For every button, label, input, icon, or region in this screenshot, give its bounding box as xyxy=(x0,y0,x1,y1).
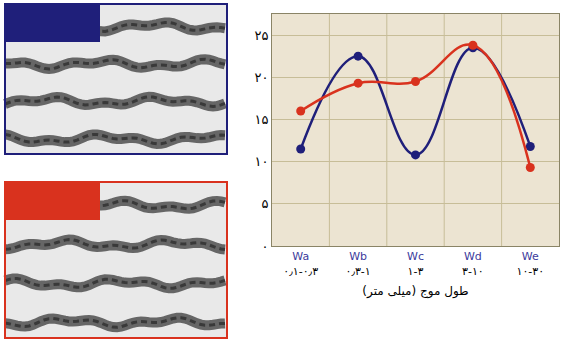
svg-text:We۱۰-۳۰: We۱۰-۳۰ xyxy=(516,250,544,277)
svg-text:طول موج (میلی متر): طول موج (میلی متر) xyxy=(362,284,468,299)
svg-text:Wd۳-۱۰: Wd۳-۱۰ xyxy=(462,250,484,277)
svg-text:Wc۱-۳: Wc۱-۳ xyxy=(407,250,424,277)
svg-text:۱۰: ۱۰ xyxy=(254,154,268,169)
svg-text:۰: ۰ xyxy=(261,239,268,254)
svg-text:۲۰: ۲۰ xyxy=(254,70,268,85)
svg-text:۵: ۵ xyxy=(261,196,268,211)
svg-text:۲۵: ۲۵ xyxy=(254,28,268,43)
svg-text:Wb۰٫۳-۱: Wb۰٫۳-۱ xyxy=(345,250,370,277)
svg-text:۱۵: ۱۵ xyxy=(254,112,268,127)
svg-text:Wa۰٫۱-۰٫۳: Wa۰٫۱-۰٫۳ xyxy=(283,250,318,277)
